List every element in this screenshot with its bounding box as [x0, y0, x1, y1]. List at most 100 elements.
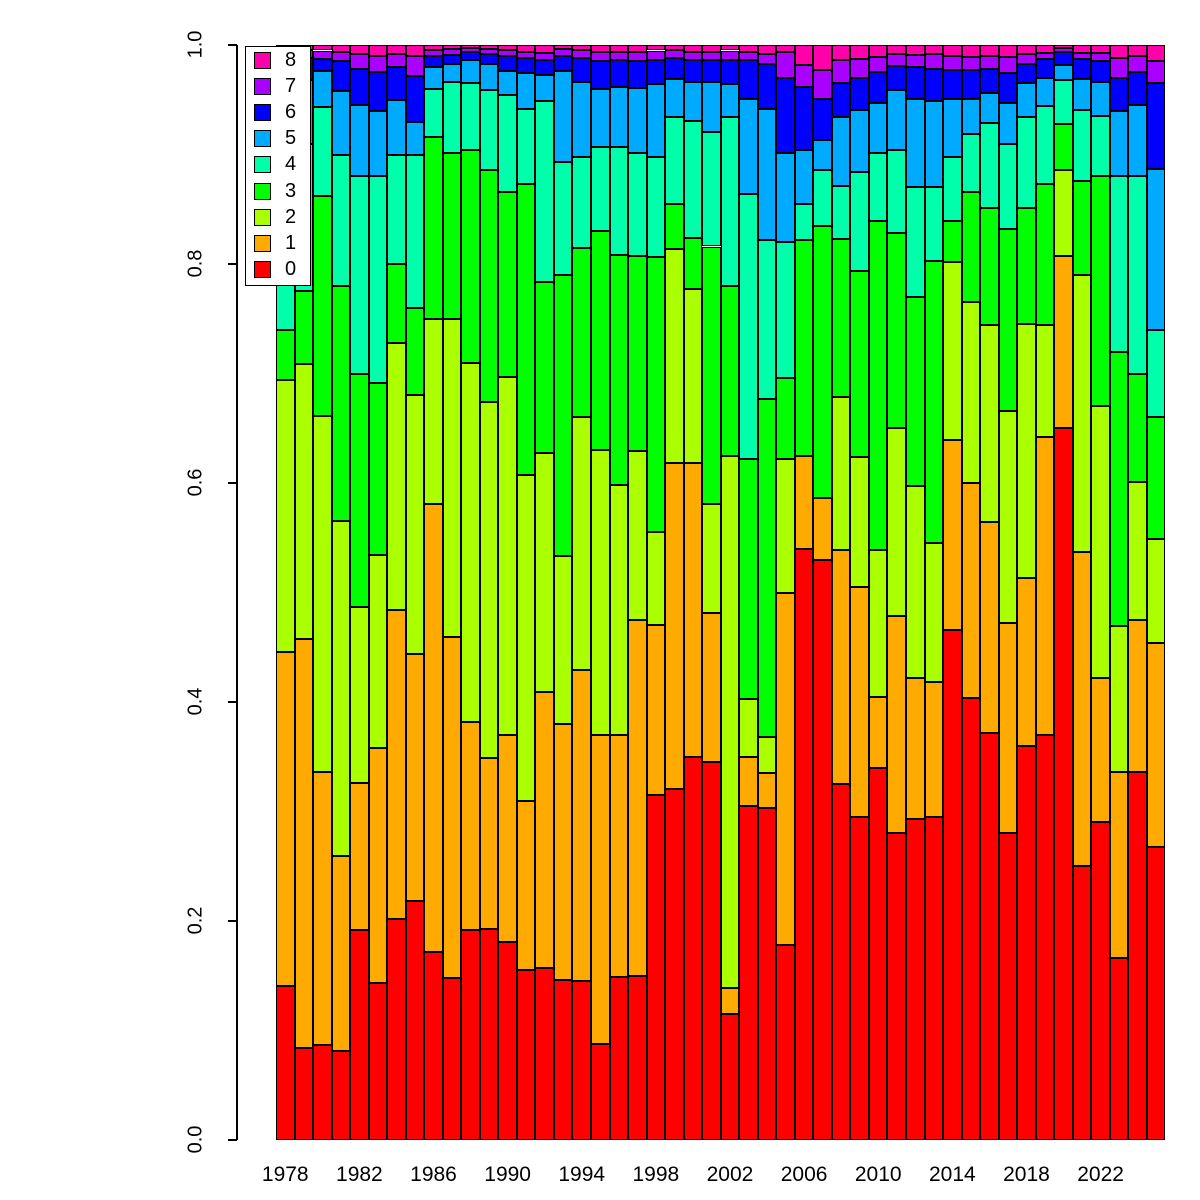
bar-segment-age-8	[461, 45, 480, 49]
bar-segment-age-4	[665, 117, 684, 204]
bar-segment-age-7	[794, 64, 814, 87]
bar-year-1992	[535, 45, 554, 1140]
bar-segment-age-8	[479, 45, 499, 50]
bar-year-2022	[1091, 45, 1110, 1140]
bar-segment-age-8	[572, 45, 591, 51]
bar-segment-age-2	[276, 380, 295, 652]
bar-segment-age-3	[924, 260, 944, 544]
bar-segment-age-3	[702, 246, 721, 504]
bar-segment-age-6	[665, 58, 684, 79]
y-tick-label: 0.8	[184, 249, 207, 278]
bar-segment-age-3	[368, 383, 388, 556]
bar-segment-age-7	[1054, 48, 1073, 52]
bar-segment-age-1	[980, 522, 999, 733]
bar-segment-age-1	[868, 696, 888, 768]
bar-segment-age-0	[980, 732, 999, 1140]
bar-segment-age-0	[1017, 745, 1036, 1140]
bar-segment-age-5	[591, 88, 610, 147]
bar-segment-age-1	[516, 800, 536, 971]
y-tick	[228, 482, 237, 484]
bar-segment-age-8	[998, 45, 1018, 58]
bar-segment-age-2	[850, 456, 869, 588]
legend-item-5: 5	[246, 126, 310, 152]
bar-year-1991	[516, 45, 536, 1140]
bar-segment-age-2	[683, 289, 703, 464]
bar-segment-age-5	[368, 110, 388, 177]
bar-segment-age-1	[535, 692, 554, 969]
bar-segment-age-5	[442, 63, 462, 83]
y-tick-label: 1.0	[184, 30, 207, 59]
bar-segment-age-0	[887, 833, 906, 1140]
bar-segment-age-7	[1109, 58, 1129, 78]
bar-year-1989	[479, 45, 499, 1140]
bar-segment-age-7	[943, 55, 962, 71]
bar-segment-age-6	[498, 55, 517, 72]
x-tick-label: 2006	[780, 1163, 828, 1186]
bar-segment-age-2	[831, 396, 851, 550]
bar-segment-age-5	[831, 117, 851, 187]
bar-segment-age-8	[1091, 45, 1110, 53]
bar-segment-age-6	[980, 69, 999, 94]
bar-segment-age-1	[1146, 642, 1166, 847]
bar-segment-age-4	[646, 156, 666, 258]
bar-segment-age-4	[924, 187, 944, 261]
bar-year-2020	[1054, 45, 1073, 1140]
bar-year-2001	[702, 45, 721, 1140]
bar-segment-age-3	[516, 184, 536, 476]
bar-segment-age-1	[1035, 437, 1055, 735]
bar-year-1999	[665, 45, 684, 1140]
bar-year-1990	[498, 45, 517, 1140]
bar-segment-age-1	[442, 637, 462, 978]
bar-segment-age-2	[924, 543, 944, 683]
bar-segment-age-3	[646, 257, 666, 533]
bar-year-2015	[961, 45, 981, 1140]
bar-segment-age-6	[1054, 51, 1073, 65]
bar-segment-age-8	[980, 45, 999, 56]
bar-segment-age-4	[813, 169, 832, 226]
bar-segment-age-6	[572, 58, 591, 83]
bar-year-1995	[591, 45, 610, 1140]
bar-segment-age-3	[980, 208, 999, 326]
bar-segment-age-6	[331, 61, 351, 91]
legend-swatch-icon	[254, 77, 271, 95]
bar-segment-age-0	[943, 629, 962, 1140]
bar-segment-age-2	[702, 503, 721, 614]
bar-year-1982	[350, 45, 369, 1140]
bar-segment-age-7	[313, 50, 332, 60]
bar-segment-age-4	[906, 187, 925, 297]
bar-segment-age-3	[313, 196, 332, 417]
bar-segment-age-8	[906, 45, 925, 55]
bar-segment-age-1	[776, 592, 795, 946]
bar-segment-age-1	[461, 721, 480, 930]
bar-segment-age-2	[516, 475, 536, 801]
bar-segment-age-5	[461, 60, 480, 84]
legend-item-8: 8	[246, 47, 310, 73]
y-tick	[228, 1139, 237, 1141]
bar-segment-age-8	[831, 45, 851, 61]
bar-segment-age-6	[609, 60, 629, 87]
bar-segment-age-3	[831, 238, 851, 397]
bar-segment-age-4	[757, 239, 777, 399]
bar-segment-age-3	[442, 153, 462, 319]
bar-segment-age-0	[424, 951, 443, 1140]
bar-segment-age-0	[998, 833, 1018, 1140]
bar-segment-age-2	[720, 455, 740, 988]
bar-year-2025	[1146, 45, 1166, 1140]
bar-segment-age-5	[702, 82, 721, 132]
bar-segment-age-7	[980, 55, 999, 70]
bar-segment-age-1	[831, 549, 851, 785]
bar-segment-age-5	[776, 153, 795, 243]
bar-segment-age-8	[868, 45, 888, 58]
bar-segment-age-6	[313, 59, 332, 72]
legend-swatch-icon	[254, 51, 271, 69]
bar-segment-age-3	[609, 255, 629, 486]
bar-segment-age-3	[794, 239, 814, 456]
bar-year-2002	[720, 45, 740, 1140]
bar-segment-age-6	[757, 63, 777, 109]
bar-segment-age-7	[646, 50, 666, 61]
bar-segment-age-1	[350, 783, 369, 930]
bar-segment-age-6	[553, 55, 573, 72]
bar-segment-age-0	[387, 918, 406, 1140]
bar-segment-age-8	[387, 45, 406, 54]
bar-segment-age-1	[313, 772, 332, 1045]
